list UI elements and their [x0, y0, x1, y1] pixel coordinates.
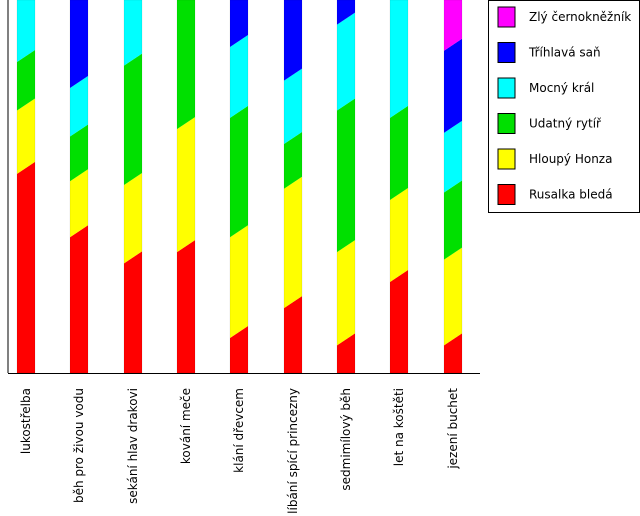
x-tick-label: sekání hlav drakovi: [126, 388, 140, 504]
bar-segment: [230, 325, 248, 373]
bar-segment: [337, 12, 355, 111]
legend-label: Tříhlavá saň: [528, 46, 601, 60]
bar-segment: [70, 0, 88, 89]
bar-segment: [177, 117, 195, 253]
x-tick-label: jezení buchet: [446, 388, 460, 470]
legend-label: Zlý černokněžník: [529, 10, 631, 24]
legend-frame: [488, 0, 640, 213]
legend-swatch: [497, 77, 516, 99]
x-tick-label: let na koštěti: [392, 388, 406, 466]
bar-segment: [337, 240, 355, 346]
legend: Zlý černokněžník Tříhlavá saň Mocný král Ud…: [488, 0, 640, 213]
bar-segment: [390, 187, 408, 283]
bar-segment: [444, 247, 462, 346]
bar-segment: [124, 53, 142, 186]
bar-segment: [17, 98, 35, 174]
bar-segment: [124, 173, 142, 264]
bar-segment: [337, 98, 355, 253]
bar-segment: [124, 0, 142, 66]
bar-segment: [230, 105, 248, 238]
bar-segment: [444, 120, 462, 193]
legend-swatch: [497, 113, 516, 134]
bar-segment: [390, 105, 408, 200]
bar-segment: [337, 0, 355, 25]
bar-segment: [70, 225, 88, 373]
legend-label: Rusalka bledá: [529, 188, 613, 202]
bar-segment: [390, 0, 408, 118]
bar-segment: [177, 240, 195, 373]
x-tick-label: lukostřelba: [19, 388, 33, 454]
bar-segment: [70, 124, 88, 182]
legend-swatch: [497, 184, 516, 205]
bar-segment: [337, 333, 355, 373]
bar-segment: [284, 296, 302, 373]
legend-swatch: [497, 6, 516, 28]
x-tick-label: běh pro živou vodu: [72, 388, 86, 503]
bar-segment: [124, 251, 142, 373]
bar-segment: [390, 270, 408, 373]
bar-segment: [70, 169, 88, 238]
bar-segment: [17, 49, 35, 111]
x-tick-label: klání dřevcem: [232, 388, 246, 473]
bar-segment: [444, 333, 462, 373]
legend-swatch: [497, 148, 516, 170]
bar-segment: [284, 176, 302, 309]
bar-segment: [17, 161, 35, 373]
bar-segment: [284, 0, 302, 81]
bar-segment: [230, 35, 248, 118]
bar-segment: [444, 38, 462, 133]
x-tick-label: kování meče: [179, 388, 193, 464]
bar-segment: [230, 0, 248, 48]
bar-segment: [444, 180, 462, 260]
bar-segment: [284, 68, 302, 145]
legend-label: Mocný král: [529, 81, 594, 95]
bar-segment: [177, 0, 195, 130]
x-tick-label: sedmimílový běh: [339, 388, 353, 491]
x-tick-labels: lukostřelba běh pro živou vodu sekání hlav…: [19, 388, 460, 514]
bar-segment: [17, 0, 35, 62]
bar-segment: [70, 76, 88, 137]
legend-label: Hloupý Honza: [529, 152, 612, 166]
legend-swatch: [497, 42, 516, 63]
bar-segment: [444, 0, 462, 51]
bar-segment: [284, 132, 302, 189]
x-tick-label: líbání spící princezny: [286, 388, 300, 514]
bar-segment: [230, 225, 248, 338]
legend-label: Udatný rytíř: [529, 117, 602, 131]
bars-layer: [16, 0, 463, 374]
